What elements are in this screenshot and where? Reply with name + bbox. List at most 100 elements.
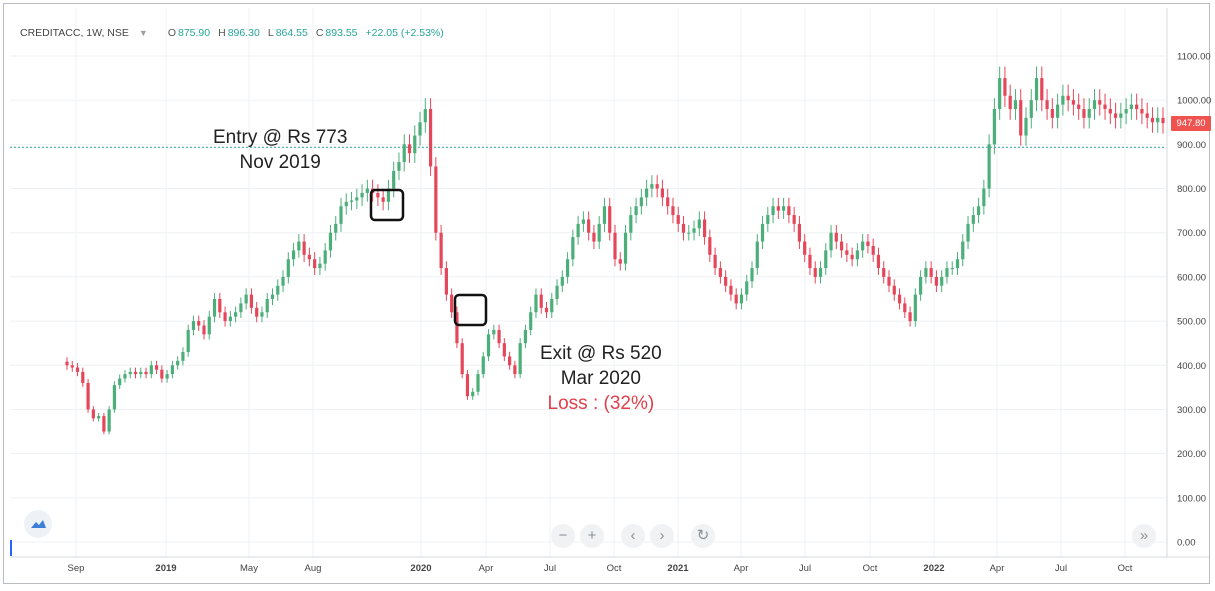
candle-body <box>534 294 538 313</box>
candle-body <box>450 294 454 313</box>
candle <box>1082 98 1086 129</box>
x-tick-label: Oct <box>607 563 622 574</box>
candle-body <box>518 343 522 375</box>
candle-body <box>850 254 854 260</box>
candle <box>244 288 248 310</box>
candle <box>834 224 838 250</box>
symbol-label[interactable]: CREDITACC, 1W, NSE <box>20 27 129 39</box>
candle-body <box>813 268 817 277</box>
candle-body <box>581 219 585 224</box>
candle-body <box>1045 100 1049 110</box>
y-tick-label: 600.00 <box>1177 272 1206 283</box>
zoom-out-button[interactable]: − <box>551 524 575 548</box>
candle <box>218 292 222 318</box>
candle <box>824 243 828 275</box>
candle <box>560 270 564 293</box>
x-tick-label: 2022 <box>923 563 944 574</box>
open-key: O <box>167 27 176 39</box>
candle <box>239 297 243 318</box>
candle-body <box>444 268 448 295</box>
go-to-latest-button[interactable]: » <box>1132 524 1156 548</box>
candle <box>1119 102 1123 129</box>
ohlc-header: CREDITACC, 1W, NSE ▼ O 875.90 H 896.30 L 86… <box>20 27 444 39</box>
candle-body <box>434 166 438 233</box>
candle <box>1024 107 1028 146</box>
candle-body <box>1145 113 1149 118</box>
candle-body <box>291 250 296 260</box>
candle-body <box>207 316 211 335</box>
candle <box>908 306 912 327</box>
candle-body <box>281 276 285 286</box>
candle <box>961 234 965 267</box>
candle <box>502 338 506 362</box>
candle-body <box>1008 95 1012 110</box>
candle-body <box>908 312 912 322</box>
candle <box>945 261 949 284</box>
candle <box>376 184 380 206</box>
candle <box>1003 66 1007 107</box>
candle <box>597 215 601 250</box>
candle <box>1092 89 1097 120</box>
candle-body <box>755 241 759 269</box>
candle <box>897 288 902 310</box>
candle-body <box>945 268 949 277</box>
candle-body <box>455 312 459 344</box>
zoom-in-button[interactable]: + <box>580 524 604 548</box>
candle <box>660 179 665 206</box>
candles <box>65 66 1165 435</box>
candle <box>270 288 275 306</box>
candle-body <box>592 232 596 242</box>
candle <box>276 279 280 301</box>
candle <box>1087 98 1091 129</box>
candle-body <box>1019 100 1023 136</box>
candle-body <box>107 409 111 432</box>
candle-body <box>903 303 907 313</box>
x-tick-label: 2020 <box>410 563 431 574</box>
candle <box>1008 84 1012 120</box>
candle <box>1156 107 1160 133</box>
candle-body <box>1140 109 1144 114</box>
candle-body <box>1150 117 1155 123</box>
x-tick-label: Aug <box>305 563 322 574</box>
candle <box>492 324 496 340</box>
candle <box>724 270 728 293</box>
candle-body <box>797 223 802 242</box>
candle <box>634 197 638 224</box>
scroll-right-button[interactable]: › <box>650 524 674 548</box>
candle-body <box>1056 104 1060 118</box>
candle-body <box>86 382 90 410</box>
candle <box>876 247 881 275</box>
candle-body <box>1161 117 1165 124</box>
loss-text: Loss : (32%) <box>547 393 655 414</box>
candle-body <box>760 223 765 242</box>
candle-body <box>492 329 496 335</box>
reset-button[interactable]: ↻ <box>691 524 715 548</box>
candle <box>734 288 738 310</box>
candle <box>202 320 206 340</box>
low-value: 864.55 <box>275 27 308 39</box>
candle <box>497 324 501 349</box>
candle-body <box>376 192 380 198</box>
candle-body <box>460 343 464 375</box>
candle <box>307 247 311 267</box>
candle <box>544 301 549 318</box>
candle <box>112 381 117 413</box>
x-tick-label: Apr <box>734 563 749 574</box>
candle <box>1034 66 1039 112</box>
candle-body <box>471 391 475 397</box>
candle-body <box>539 294 543 308</box>
candle-body <box>655 184 659 189</box>
tradingview-logo-icon[interactable] <box>24 510 52 538</box>
scroll-left-button[interactable]: ‹ <box>621 524 645 548</box>
candle-body <box>323 250 327 264</box>
candle <box>328 224 333 258</box>
chevron-down-icon[interactable]: ▼ <box>138 28 148 38</box>
candle <box>481 351 485 379</box>
candle-body <box>149 365 153 375</box>
candle-body <box>666 197 670 207</box>
candle-body <box>1071 100 1076 105</box>
candle <box>760 215 765 250</box>
candle <box>655 175 659 198</box>
candle-body <box>924 268 928 277</box>
